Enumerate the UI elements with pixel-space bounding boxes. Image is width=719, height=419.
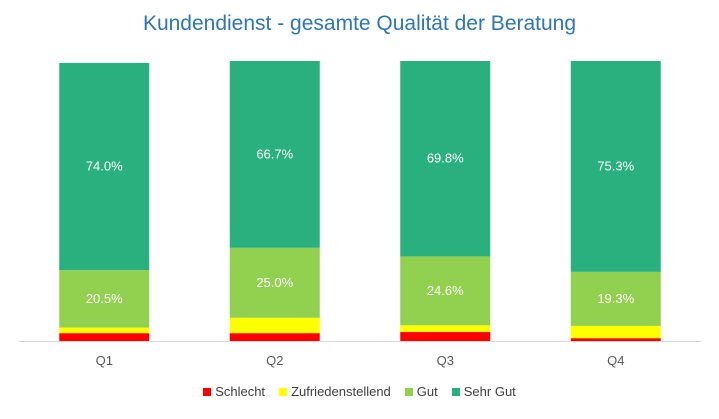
legend-label: Gut (416, 384, 438, 399)
bar-zufriedenstellend-q1 (59, 327, 150, 334)
bar-schlecht-q3 (400, 332, 491, 341)
legend-swatch (203, 387, 212, 396)
legend-swatch (451, 387, 460, 396)
bar-gut-q1 (59, 270, 150, 328)
legend-swatch (279, 387, 288, 396)
legend-label: Sehr Gut (463, 384, 516, 399)
data-label-gut-q3: 24.6% (427, 283, 464, 298)
bar-zufriedenstellend-q3 (400, 325, 491, 333)
legend-item-zufriedenstellend: Zufriedenstellend (279, 384, 391, 399)
legend-swatch (404, 387, 413, 396)
data-label-gut-q2: 25.0% (256, 275, 293, 290)
x-tick-label-q2: Q2 (266, 353, 283, 368)
bar-gut-q3 (400, 256, 491, 326)
bar-zufriedenstellend-q2 (229, 317, 320, 334)
legend-item-sehr-gut: Sehr Gut (451, 384, 516, 399)
x-tick-label-q3: Q3 (437, 353, 454, 368)
bar-sehr-gut-q1 (59, 62, 150, 271)
data-label-gut-q1: 20.5% (86, 291, 123, 306)
x-tick-label-q4: Q4 (607, 353, 624, 368)
data-label-sehr-gut-q2: 66.7% (256, 146, 293, 161)
bar-gut-q4 (570, 271, 661, 326)
data-label-gut-q4: 19.3% (597, 291, 634, 306)
legend-label: Zufriedenstellend (291, 384, 391, 399)
data-label-sehr-gut-q3: 69.8% (427, 151, 464, 166)
legend-item-schlecht: Schlecht (203, 384, 265, 399)
x-tick-label-q1: Q1 (96, 353, 113, 368)
bar-schlecht-q1 (59, 333, 150, 341)
bar-zufriedenstellend-q4 (570, 325, 661, 339)
data-label-sehr-gut-q1: 74.0% (86, 159, 123, 174)
bar-sehr-gut-q2 (229, 61, 320, 248)
bar-schlecht-q4 (570, 338, 661, 341)
chart-title: Kundendienst - gesamte Qualität der Bera… (142, 12, 577, 35)
bar-sehr-gut-q3 (400, 61, 491, 257)
legend-item-gut: Gut (404, 384, 438, 399)
legend-label: Schlecht (215, 384, 266, 399)
bar-schlecht-q2 (229, 333, 320, 341)
chart-legend: Schlecht Zufriedenstellend Gut Sehr Gut (0, 384, 719, 399)
bar-sehr-gut-q4 (570, 61, 661, 272)
data-label-sehr-gut-q4: 75.3% (597, 158, 634, 173)
bar-gut-q2 (229, 247, 320, 318)
